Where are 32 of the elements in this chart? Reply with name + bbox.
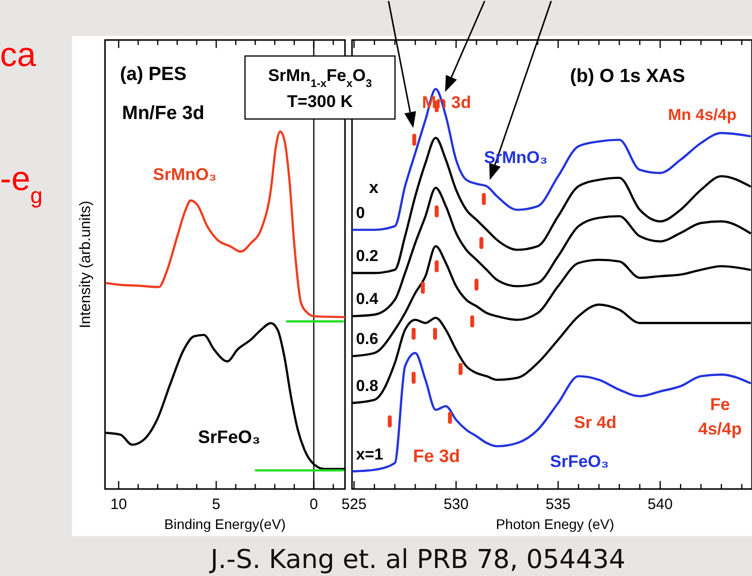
x-tick-label: 535 [546,496,571,513]
annotation: Fe 4s/4p [698,395,742,439]
annotation: SrFeO₃ [198,427,260,447]
annotation: x [369,178,379,197]
x-tick-label: 0 [310,496,318,513]
series-label: 0 [356,204,365,222]
x-tick-label: 540 [648,496,673,513]
annotation: SrFeO₃ [550,452,609,471]
y-axis-title: Intensity (arb.units) [77,200,94,328]
series-label: x=1 [356,446,384,464]
annotation: Mn 4s/4p [668,107,737,124]
x-tick-label: 530 [444,496,469,513]
series-label: 0.8 [356,378,378,395]
text: Mn/Fe 3d [122,103,204,124]
annotation: SrMnO₃ [153,165,217,184]
annotation: Fe 3d [413,446,460,466]
series-label: 0.2 [356,248,378,265]
text: (b) O 1s XAS [570,66,686,87]
text: (a) PES [120,64,187,85]
x-tick-label: 10 [110,496,127,513]
series-label: 0.6 [356,331,378,348]
annotation: Sr 4d [574,413,617,432]
annotation: SrMn$_{1-x}$Fe$_{x}$O$_{3}$ [268,66,372,90]
text: J.-S. Kang et. al PRB 78, 054434 [208,545,626,575]
x-tick-label: 525 [342,496,367,513]
x-axis-title: Photon Enegy (eV) [496,516,614,532]
series-label: 0.4 [356,291,378,308]
text: ca [0,36,36,74]
x-axis-title: Binding Energy(eV) [164,516,286,532]
annotation: T=300 K [287,92,354,111]
text: -e$_{g}$ [0,160,43,208]
x-tick-label: 5 [212,496,220,513]
